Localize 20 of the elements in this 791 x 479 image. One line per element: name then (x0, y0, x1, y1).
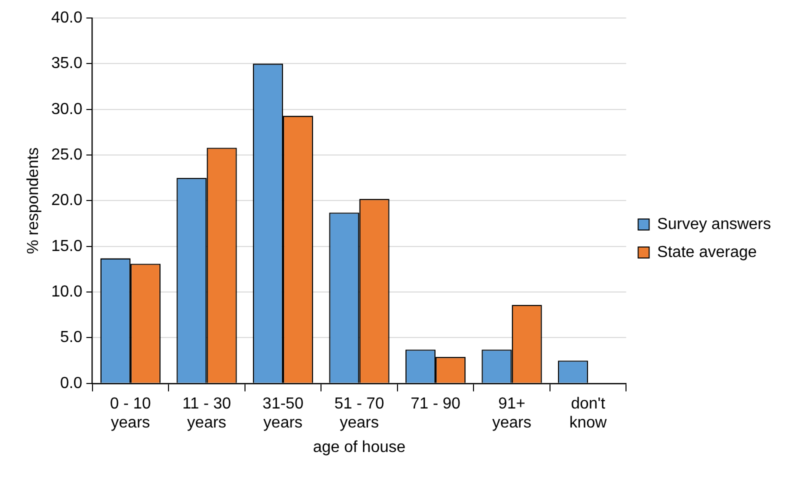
x-tick-label: 71 - 90 (410, 395, 461, 412)
x-tick-label: 51 - 70 years (334, 395, 384, 432)
y-tick-label: 5.0 (60, 329, 82, 346)
y-tick-label: 20.0 (51, 192, 82, 210)
y-tick-label: 0.0 (60, 374, 82, 392)
x-tick-label: 91+ years (492, 395, 532, 432)
y-tick-label: 25.0 (51, 146, 82, 164)
y-axis-title: % respondents (25, 147, 42, 254)
x-tick-label: 11 - 30 years (182, 395, 232, 432)
y-tick-label: 15.0 (51, 238, 82, 255)
x-tick-label: 0 - 10 years (110, 395, 152, 432)
y-tick-label: 30.0 (51, 100, 82, 118)
y-tick-label: 40.0 (51, 9, 82, 26)
legend-label: State average (657, 244, 757, 261)
y-tick-label: 35.0 (51, 55, 82, 72)
x-tick-label: 31-50 years (262, 395, 304, 432)
x-tick-label: don't know (569, 395, 608, 432)
legend-label: Survey answers (657, 216, 772, 233)
y-tick-label: 10.0 (51, 283, 82, 300)
x-axis-title: age of house (312, 438, 406, 456)
